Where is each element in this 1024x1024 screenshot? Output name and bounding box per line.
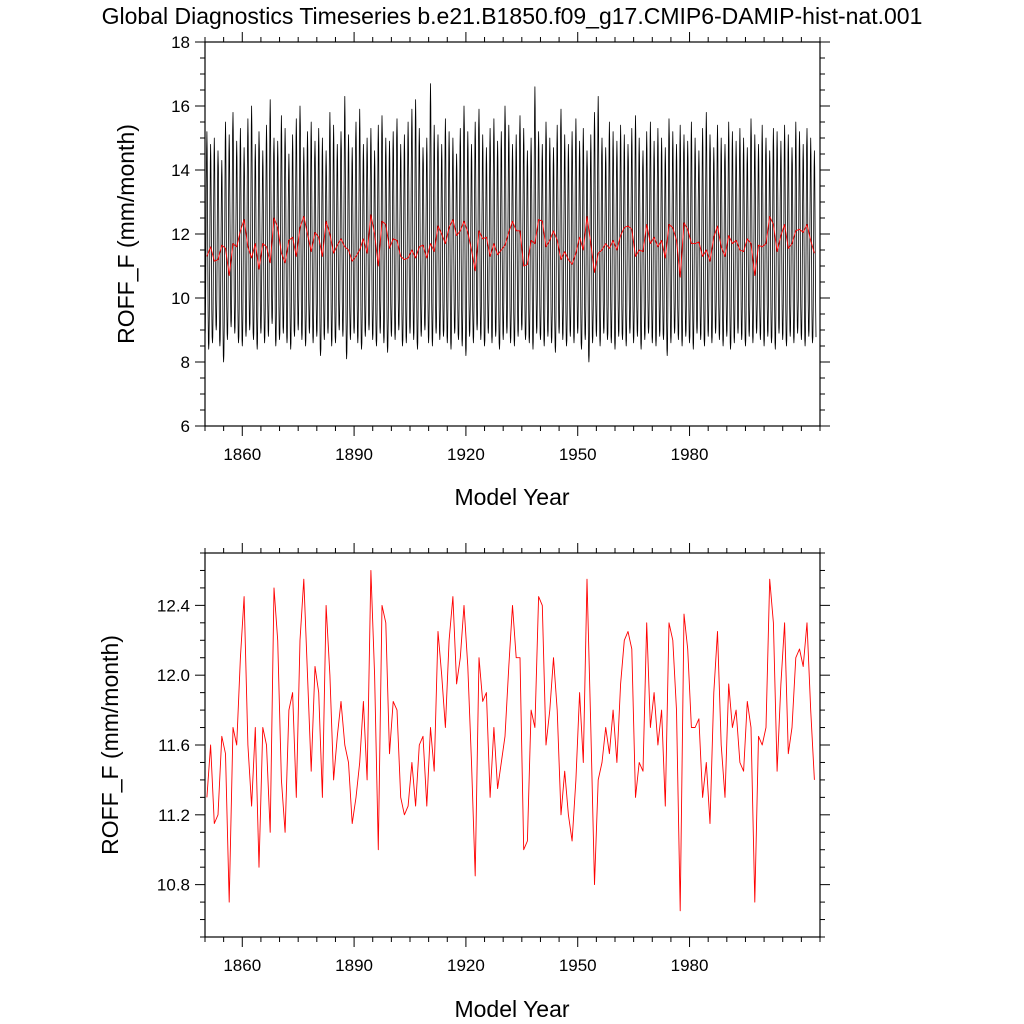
y-axis-label-bottom: ROFF_F (mm/month) xyxy=(97,635,123,855)
y-tick-label-top-16: 16 xyxy=(171,97,190,116)
y-tick-label-bottom-10.8: 10.8 xyxy=(157,876,190,895)
y-axis-label-top: ROFF_F (mm/month) xyxy=(113,124,139,344)
x-tick-label-top-1890: 1890 xyxy=(335,445,373,464)
y-tick-label-top-6: 6 xyxy=(181,417,190,436)
y-tick-label-bottom-11.2: 11.2 xyxy=(158,806,190,825)
x-axis-label-top: Model Year xyxy=(454,484,569,510)
x-tick-label-top-1860: 1860 xyxy=(223,445,261,464)
y-tick-label-top-12: 12 xyxy=(171,225,190,244)
y-tick-label-top-18: 18 xyxy=(171,33,190,52)
series-bottom xyxy=(206,570,815,912)
ticks-bottom: 1860 1890 1920 1950 1980 10.8 11.2 11.6 12.0 12.4 xyxy=(157,543,830,975)
y-tick-label-top-14: 14 xyxy=(171,161,190,180)
y-tick-label-bottom-12.4: 12.4 xyxy=(157,596,190,615)
y-tick-label-top-8: 8 xyxy=(181,353,190,372)
series-line-top-monthly xyxy=(204,83,817,363)
x-tick-label-top-1950: 1950 xyxy=(559,445,597,464)
series-line-bottom-annual xyxy=(206,570,815,912)
y-tick-label-bottom-12: 12.0 xyxy=(157,666,190,685)
x-tick-label-top-1920: 1920 xyxy=(447,445,485,464)
ticks-top: 1860 1890 1920 1950 1980 6 8 10 12 14 16 18 xyxy=(171,32,830,464)
figure-title: Global Diagnostics Timeseries b.e21.B185… xyxy=(102,3,923,29)
x-tick-label-bottom-1980: 1980 xyxy=(671,956,709,975)
y-tick-label-bottom-11.6: 11.6 xyxy=(158,736,190,755)
x-tick-label-bottom-1950: 1950 xyxy=(559,956,597,975)
x-tick-label-top-1980: 1980 xyxy=(671,445,709,464)
x-axis-label-bottom: Model Year xyxy=(454,996,569,1022)
chart-top: 1860 1890 1920 1950 1980 6 8 10 12 14 16 18 Model Y… xyxy=(113,32,830,510)
x-tick-label-bottom-1860: 1860 xyxy=(223,956,261,975)
chart-bottom: 1860 1890 1920 1950 1980 10.8 11.2 11.6 12.0 12.4… xyxy=(97,543,830,1022)
series-top xyxy=(204,83,817,363)
x-tick-label-bottom-1890: 1890 xyxy=(335,956,373,975)
x-tick-label-bottom-1920: 1920 xyxy=(447,956,485,975)
y-tick-label-top-10: 10 xyxy=(171,289,190,308)
series-line-top-annual xyxy=(206,214,815,278)
